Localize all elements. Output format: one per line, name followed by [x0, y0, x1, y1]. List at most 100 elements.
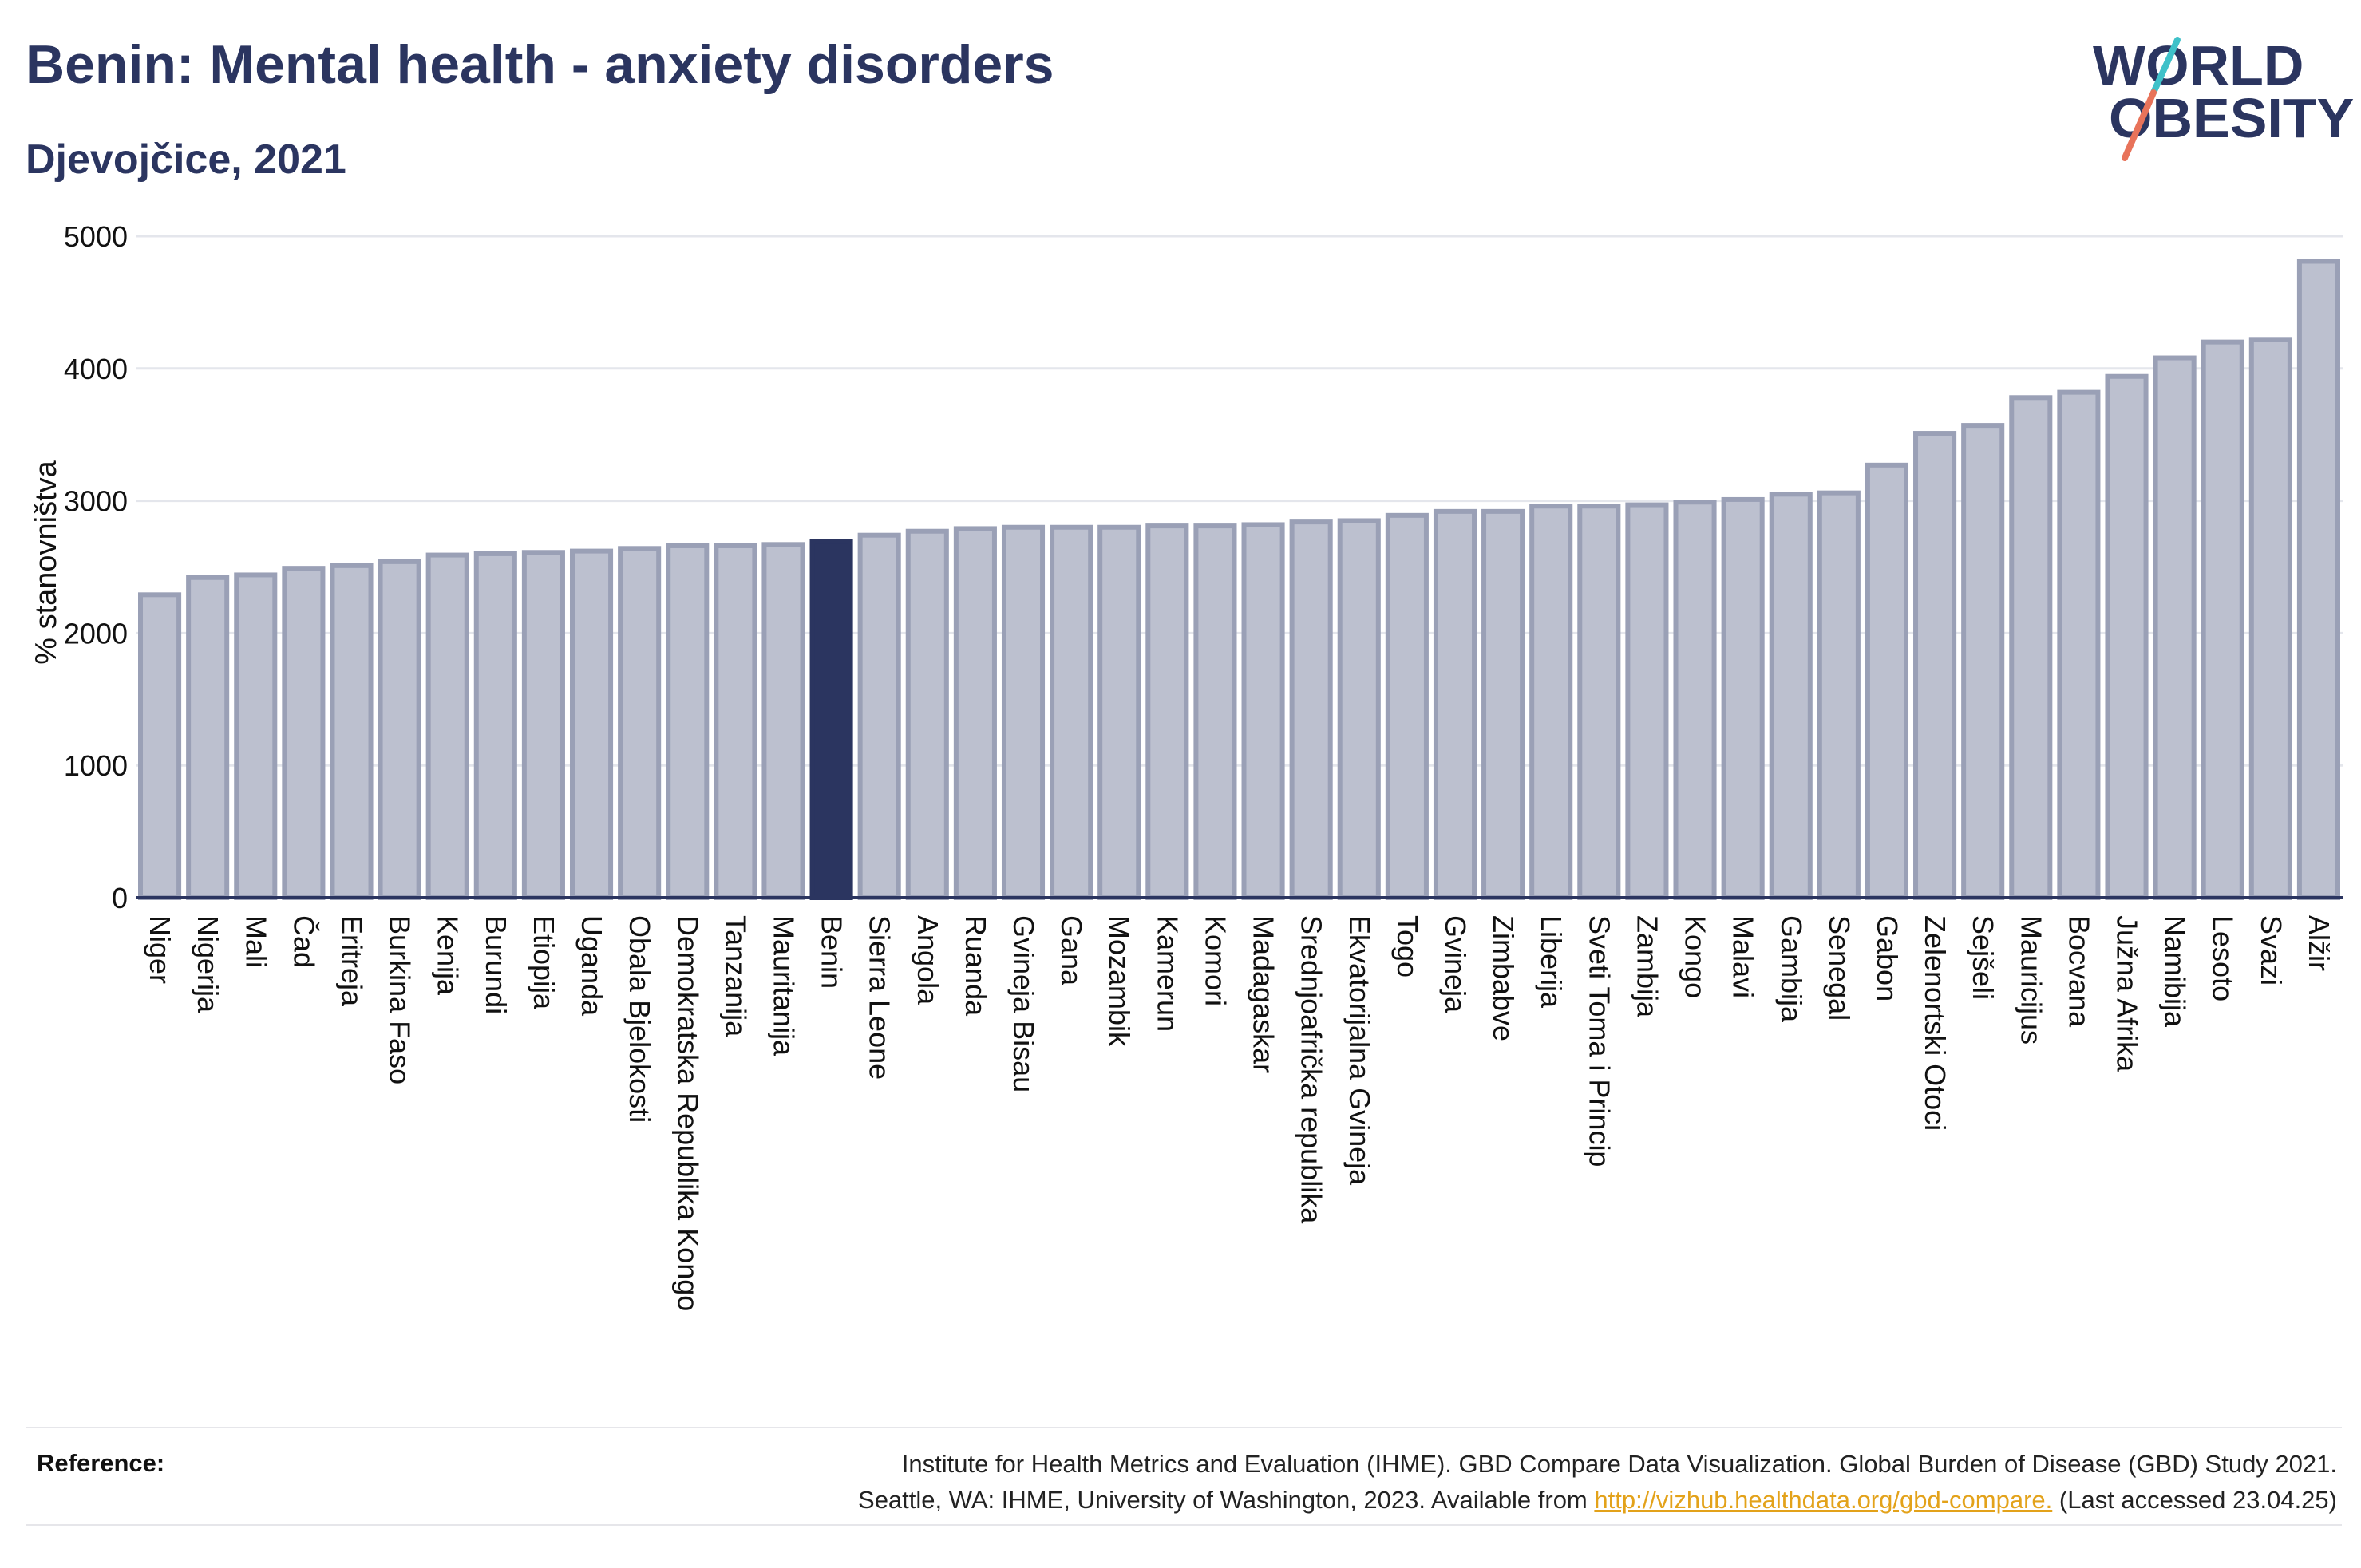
- bar: [1385, 512, 1429, 900]
- x-tick-label: Lesoto: [2207, 915, 2240, 1001]
- bar: [1817, 490, 1861, 900]
- x-tick-label: Nigerija: [192, 915, 224, 1013]
- x-tick-label: Ruanda: [959, 915, 992, 1017]
- reference-bottom-divider: [26, 1524, 2342, 1526]
- bar: [618, 546, 662, 901]
- bar: [2009, 395, 2053, 900]
- bar: [425, 552, 469, 900]
- x-tick-label: Sierra Leone: [864, 915, 896, 1080]
- x-tick-label: Kongo: [1679, 915, 1712, 998]
- bar: [1433, 508, 1477, 900]
- bar: [1865, 462, 1909, 900]
- x-tick-label: Gana: [1055, 915, 1088, 986]
- x-tick-label: Uganda: [575, 915, 608, 1017]
- x-tick-label: Namibija: [2159, 915, 2192, 1028]
- x-tick-label: Mauritanija: [767, 915, 800, 1057]
- x-tick-label: Gvineja: [1439, 915, 1472, 1013]
- reference-top-divider: [26, 1427, 2342, 1428]
- bar: [1721, 496, 1765, 901]
- bar: [1337, 518, 1381, 900]
- bar: [1481, 508, 1525, 900]
- x-tick-label: Burkina Faso: [384, 915, 417, 1084]
- bar: [2296, 259, 2340, 900]
- x-tick-label: Demokratska Republika Kongo: [671, 915, 704, 1311]
- x-tick-label: Malavi: [1727, 915, 1760, 998]
- y-tick-label: 3000: [64, 485, 128, 518]
- y-tick-label: 2000: [64, 617, 128, 650]
- bar: [1673, 500, 1717, 900]
- y-tick-label: 5000: [64, 220, 128, 253]
- reference-line-1: Institute for Health Metrics and Evaluat…: [901, 1450, 2337, 1478]
- world-obesity-logo: WORLD OBESITY: [2093, 34, 2354, 161]
- bar: [2057, 389, 2101, 901]
- bar-layer: [138, 259, 2340, 901]
- x-tick-label: Angola: [912, 915, 944, 1005]
- label-layer: Niger Nigerija Mali Čad Eritreja Burkina Faso…: [144, 915, 2335, 1311]
- bar-chart: 0 1000 2000 3000 4000 5000 Niger Nigerija Mali Č…: [30, 220, 2343, 1311]
- logo-text-world: WORLD: [2093, 34, 2304, 97]
- bar: [2201, 339, 2244, 900]
- x-tick-label: Benin: [816, 915, 848, 989]
- x-tick-label: Svazi: [2255, 915, 2288, 985]
- bar: [1001, 524, 1046, 900]
- x-tick-label: Čad: [287, 915, 320, 968]
- bar: [2105, 373, 2149, 900]
- x-tick-label: Tanzanija: [719, 915, 752, 1037]
- x-tick-label: Mali: [239, 915, 272, 968]
- x-tick-label: Liberija: [1535, 915, 1568, 1009]
- bar: [1241, 522, 1285, 900]
- bar: [714, 543, 757, 900]
- y-tick-label: 1000: [64, 749, 128, 782]
- x-tick-label: Obala Bjelokosti: [623, 915, 656, 1123]
- axis-layer: 0 1000 2000 3000 4000 5000: [64, 220, 2343, 914]
- x-tick-label: Bocvana: [2062, 915, 2095, 1028]
- x-tick-label: Burundi: [480, 915, 512, 1014]
- x-tick-label: Madagaskar: [1248, 915, 1280, 1073]
- x-tick-label: Zambija: [1631, 915, 1663, 1018]
- logo-slash-teal: [2150, 37, 2181, 96]
- x-tick-label: Mozambik: [1103, 915, 1136, 1047]
- bar: [473, 551, 517, 900]
- reference-line-2: Seattle, WA: IHME, University of Washing…: [501, 1482, 2337, 1518]
- reference-line-2-prefix: Seattle, WA: IHME, University of Washing…: [858, 1486, 1588, 1514]
- x-tick-label: Gvineja Bisau: [1007, 915, 1040, 1092]
- bar: [521, 550, 565, 901]
- bar: [1961, 423, 2005, 900]
- x-tick-label: Sveti Toma i Princip: [1583, 915, 1616, 1167]
- y-axis-label: % stanovništva: [30, 460, 63, 664]
- x-tick-label: Komori: [1199, 915, 1232, 1006]
- x-tick-label: Togo: [1391, 915, 1424, 978]
- bar: [1625, 502, 1669, 900]
- bar: [857, 532, 901, 900]
- bar: [2248, 337, 2292, 901]
- x-tick-label: Mauricijus: [2015, 915, 2047, 1045]
- bar: [666, 543, 710, 900]
- x-tick-label: Sejšeli: [1967, 915, 1999, 1000]
- bar: [378, 559, 421, 900]
- bar-highlight: [809, 539, 853, 900]
- reference-text: Institute for Health Metrics and Evaluat…: [501, 1446, 2337, 1518]
- x-tick-label: Zimbabve: [1487, 915, 1520, 1041]
- reference-link[interactable]: http://vizhub.healthdata.org/gbd-compare…: [1594, 1486, 2053, 1514]
- reference-line-2-suffix: (Last accessed 23.04.25): [2058, 1486, 2337, 1514]
- reference-label: Reference:: [37, 1449, 165, 1477]
- bar: [1050, 524, 1093, 900]
- bar: [1769, 492, 1813, 900]
- x-tick-label: Senegal: [1823, 915, 1856, 1021]
- x-tick-label: Gambija: [1775, 915, 1808, 1023]
- x-tick-label: Kenija: [432, 915, 465, 996]
- bar: [1097, 524, 1141, 900]
- chart-title: Benin: Mental health - anxiety disorders: [26, 34, 1054, 95]
- logo-slash-coral: [2122, 89, 2157, 161]
- x-tick-label: Niger: [144, 915, 176, 984]
- x-tick-label: Srednjoafrička republika: [1295, 915, 1328, 1224]
- x-tick-label: Alžir: [2303, 915, 2335, 971]
- bar: [569, 548, 614, 900]
- bar: [1913, 431, 1957, 900]
- bar: [1577, 504, 1621, 900]
- x-tick-label: Ekvatorijalna Gvineja: [1343, 915, 1376, 1186]
- y-tick-label: 0: [112, 882, 128, 914]
- x-tick-label: Kamerun: [1151, 915, 1184, 1032]
- chart-subtitle: Djevojčice, 2021: [26, 136, 346, 183]
- bar: [282, 566, 326, 901]
